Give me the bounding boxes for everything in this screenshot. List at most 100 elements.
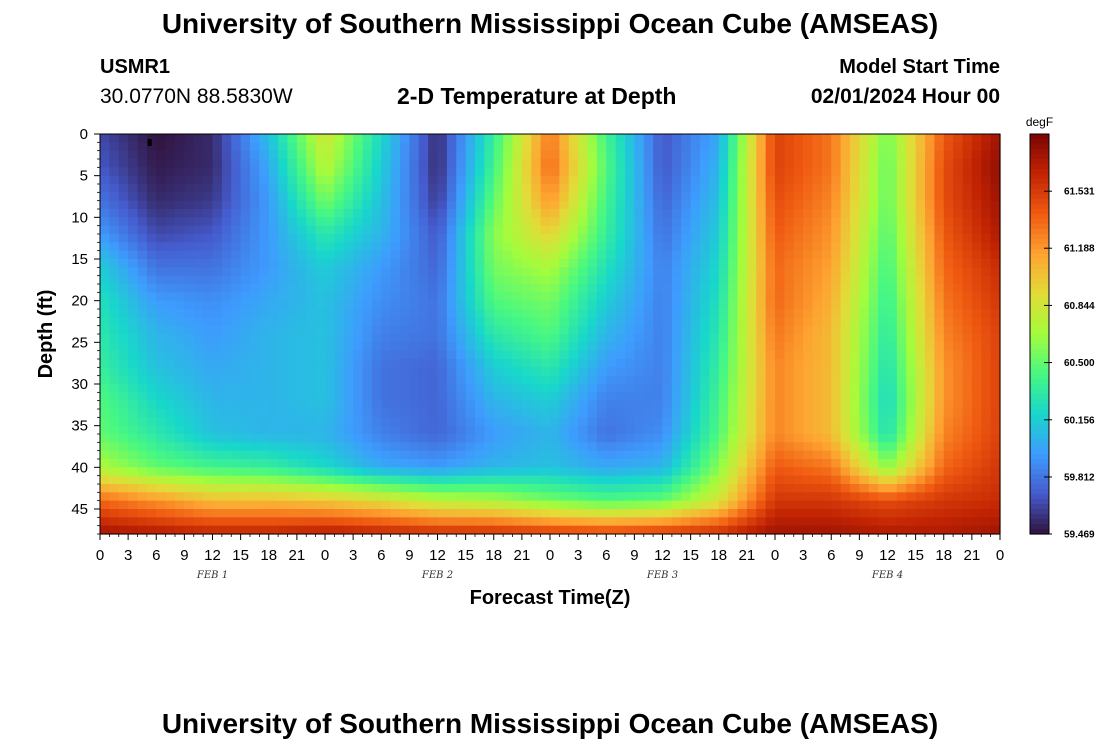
heatmap-cell: [793, 259, 804, 268]
heatmap-cell: [250, 342, 260, 352]
heatmap-cell: [465, 150, 476, 160]
heatmap-cell: [259, 300, 270, 310]
heatmap-cell: [700, 484, 710, 493]
heatmap-cell: [118, 300, 129, 310]
heatmap-cell: [868, 275, 879, 285]
heatmap-cell: [512, 509, 523, 518]
heatmap-cell: [718, 367, 729, 377]
heatmap-cell: [231, 184, 242, 193]
heatmap-cell: [484, 209, 495, 218]
heatmap-cell: [690, 217, 701, 227]
heatmap-cell: [709, 375, 720, 385]
heatmap-cell: [550, 234, 560, 243]
colorbar-band: [1030, 204, 1049, 210]
heatmap-cell: [503, 192, 514, 202]
heatmap-cell: [728, 375, 739, 385]
heatmap-cell: [709, 309, 720, 318]
heatmap-cell: [343, 384, 354, 393]
heatmap-cell: [221, 425, 232, 435]
heatmap-cell: [868, 350, 879, 360]
heatmap-cell: [156, 209, 167, 218]
heatmap-cell: [287, 334, 298, 343]
heatmap-cell: [634, 467, 645, 477]
heatmap-cell: [362, 442, 373, 452]
heatmap-cell: [390, 317, 401, 327]
heatmap-cell: [765, 234, 776, 243]
heatmap-cell: [409, 184, 420, 193]
heatmap-cell: [821, 267, 832, 277]
heatmap-cell: [728, 192, 739, 202]
heatmap-cell: [484, 200, 495, 210]
heatmap-cell: [465, 242, 476, 252]
heatmap-cell: [859, 317, 870, 327]
heatmap-cell: [934, 375, 945, 385]
heatmap-cell: [887, 242, 898, 252]
heatmap-cell: [765, 317, 776, 327]
heatmap-cell: [840, 159, 851, 168]
heatmap-cell: [784, 367, 795, 377]
heatmap-cell: [193, 509, 204, 518]
heatmap-cell: [109, 409, 120, 418]
heatmap-cell: [568, 492, 579, 502]
heatmap-cell: [531, 442, 542, 452]
heatmap-cell: [671, 342, 682, 352]
heatmap-cell: [671, 417, 682, 427]
heatmap-cell: [493, 317, 504, 327]
heatmap-cell: [428, 467, 439, 477]
colorbar-band: [1030, 529, 1049, 535]
heatmap-cell: [784, 317, 795, 327]
heatmap-cell: [878, 417, 889, 427]
heatmap-cell: [531, 275, 542, 285]
heatmap-cell: [512, 167, 523, 177]
heatmap-cell: [400, 292, 410, 302]
heatmap-cell: [878, 159, 889, 168]
colorbar-band: [1030, 369, 1049, 375]
heatmap-cell: [896, 242, 907, 252]
heatmap-cell: [325, 275, 335, 285]
heatmap-cell: [746, 284, 757, 293]
heatmap-cell: [175, 209, 185, 218]
heatmap-cell: [503, 442, 514, 452]
heatmap-cell: [887, 317, 898, 327]
heatmap-cell: [550, 250, 560, 260]
heatmap-cell: [268, 225, 279, 235]
heatmap-cell: [784, 392, 795, 402]
heatmap-cell: [625, 475, 635, 485]
heatmap-cell: [953, 525, 964, 535]
heatmap-cell: [259, 200, 270, 210]
heatmap-cell: [400, 475, 410, 485]
heatmap-cell: [925, 450, 935, 460]
x-tick-label: 12: [654, 547, 671, 564]
heatmap-cell: [193, 525, 204, 535]
heatmap-cell: [493, 150, 504, 160]
heatmap-cell: [906, 342, 917, 352]
heatmap-cell: [165, 459, 176, 468]
heatmap-cell: [606, 325, 617, 335]
heatmap-cell: [418, 467, 429, 477]
heatmap-cell: [568, 284, 579, 293]
heatmap-cell: [456, 250, 467, 260]
heatmap-cell: [250, 192, 260, 202]
heatmap-cell: [559, 500, 570, 510]
heatmap-cell: [175, 509, 185, 518]
heatmap-cell: [231, 400, 242, 410]
heatmap-cell: [559, 209, 570, 218]
heatmap-cell: [925, 275, 935, 285]
heatmap-cell: [878, 475, 889, 485]
heatmap-cell: [896, 367, 907, 377]
heatmap-cell: [840, 367, 851, 377]
heatmap-cell: [934, 292, 945, 302]
heatmap-cell: [165, 392, 176, 402]
heatmap-cell: [193, 392, 204, 402]
heatmap-cell: [971, 325, 982, 335]
heatmap-cell: [325, 500, 335, 510]
heatmap-cell: [690, 409, 701, 418]
heatmap-cell: [887, 184, 898, 193]
heatmap-cell: [212, 167, 223, 177]
heatmap-cell: [615, 275, 626, 285]
heatmap-cell: [915, 259, 926, 268]
heatmap-cell: [521, 509, 532, 518]
heatmap-cell: [268, 400, 279, 410]
heatmap-cell: [540, 250, 551, 260]
heatmap-cell: [231, 442, 242, 452]
